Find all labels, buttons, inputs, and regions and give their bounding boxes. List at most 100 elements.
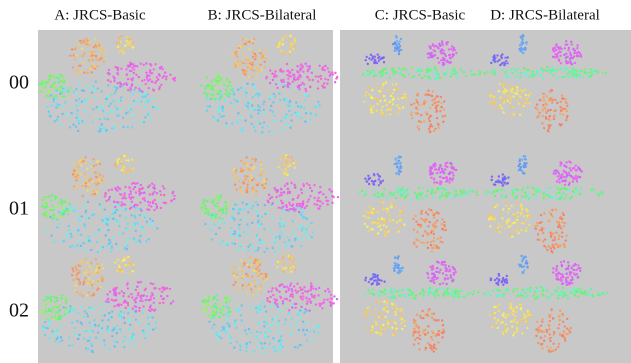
point — [252, 83, 254, 85]
point — [107, 84, 109, 86]
point — [463, 71, 465, 73]
point — [61, 92, 63, 94]
point — [424, 220, 426, 222]
point — [536, 109, 538, 111]
point — [565, 235, 567, 237]
point — [123, 301, 125, 303]
point — [153, 68, 155, 70]
point — [272, 111, 274, 113]
point — [116, 190, 118, 192]
point — [393, 163, 395, 165]
point — [284, 223, 286, 225]
point — [522, 34, 524, 36]
point — [97, 107, 99, 109]
point — [60, 325, 62, 327]
point — [393, 89, 395, 91]
point — [131, 126, 133, 128]
point — [284, 323, 286, 325]
point — [101, 280, 103, 282]
point — [391, 68, 393, 70]
point — [553, 50, 555, 52]
point — [501, 107, 503, 109]
point — [138, 310, 140, 312]
point — [288, 159, 290, 161]
row-label: 02 — [9, 300, 29, 322]
point — [536, 103, 538, 105]
point — [229, 300, 231, 302]
point — [559, 164, 561, 166]
point — [219, 82, 221, 84]
point — [427, 190, 429, 192]
point — [414, 320, 416, 322]
point — [381, 206, 383, 208]
point — [85, 161, 87, 163]
point — [425, 111, 427, 113]
point — [300, 224, 302, 226]
point — [585, 293, 587, 295]
point — [568, 47, 570, 49]
point — [511, 88, 513, 90]
point — [93, 89, 95, 91]
point — [245, 62, 247, 64]
point — [564, 340, 566, 342]
point — [73, 90, 75, 92]
point — [526, 102, 528, 104]
point — [134, 183, 136, 185]
point — [220, 96, 222, 98]
point — [44, 321, 46, 323]
point — [235, 327, 237, 329]
point — [498, 175, 500, 177]
point — [119, 317, 121, 319]
point — [424, 230, 426, 232]
point — [66, 236, 68, 238]
point — [376, 222, 378, 224]
point — [85, 347, 87, 349]
point — [155, 80, 157, 82]
point — [554, 99, 556, 101]
point — [124, 203, 126, 205]
point — [429, 130, 431, 132]
point — [524, 73, 526, 75]
point — [69, 116, 71, 118]
point — [153, 309, 155, 311]
point — [87, 235, 89, 237]
point — [400, 294, 402, 296]
point — [83, 223, 85, 225]
point — [511, 205, 513, 207]
point — [128, 295, 130, 297]
point — [559, 106, 561, 108]
point — [56, 306, 58, 308]
point — [151, 81, 153, 83]
point — [86, 294, 88, 296]
point — [151, 72, 153, 74]
point — [509, 102, 511, 104]
point — [274, 240, 276, 242]
point — [243, 72, 245, 74]
point — [440, 96, 442, 98]
point — [56, 329, 58, 331]
point — [161, 291, 163, 293]
point — [50, 86, 52, 88]
point — [108, 312, 110, 314]
point — [430, 177, 432, 179]
point — [232, 269, 234, 271]
point — [227, 244, 229, 246]
point — [77, 72, 79, 74]
point — [557, 278, 559, 280]
point — [300, 213, 302, 215]
point — [435, 95, 437, 97]
point — [389, 217, 391, 219]
point — [504, 228, 506, 230]
point — [505, 196, 507, 198]
point — [92, 85, 94, 87]
point — [56, 226, 58, 228]
point — [433, 233, 435, 235]
point — [426, 71, 428, 73]
point — [220, 337, 222, 339]
point — [90, 249, 92, 251]
point — [234, 274, 236, 276]
point — [546, 346, 548, 348]
point — [303, 286, 305, 288]
point — [208, 199, 210, 201]
point — [271, 217, 273, 219]
